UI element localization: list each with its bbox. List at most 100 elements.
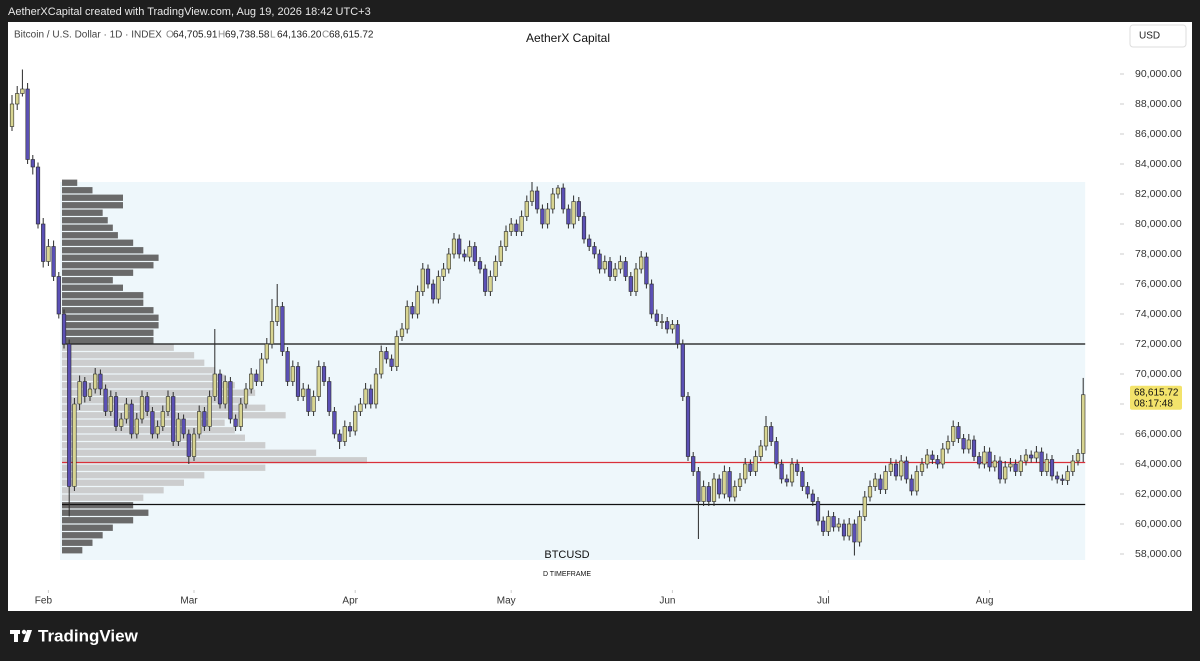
candle-body [1018,460,1023,472]
volume-profile-bar [62,224,113,231]
logo-shape [21,629,27,635]
candle-body [836,523,841,528]
candle-body [571,201,576,225]
candle-body [327,381,332,412]
candle-body [883,471,888,490]
price-tag [1130,385,1182,410]
candle-body [103,388,108,412]
candle-body [202,411,207,427]
candle-body [399,328,405,337]
volume-profile-bar [62,479,184,486]
candle-body [368,388,373,405]
annotation: BTCUSD [544,549,589,561]
candle-body [249,373,254,390]
candle-body [961,438,966,450]
volume-profile-bar [62,517,134,524]
ohlc-value: 68,615.72 [329,30,374,41]
candle-body [35,166,41,225]
candle-body [1075,453,1081,462]
volume-profile-bar [62,532,103,539]
volume-profile-bar [62,464,266,471]
y-tick-label: 88,000.00 [1135,98,1182,110]
candle-body [477,261,483,270]
range-box [60,182,1086,560]
ohlc-value: 69,738.58 [225,30,270,41]
y-tick-label: 60,000.00 [1135,518,1182,530]
candle-body [145,396,150,412]
candle-body [696,471,701,502]
candle-body [15,93,20,105]
candle-body [774,441,779,465]
volume-profile-bar [62,539,93,546]
y-tick-label: 76,000.00 [1135,278,1182,290]
candle-body [966,439,971,450]
candle-body [706,486,711,502]
candle-body [763,426,769,447]
y-tick-label: 84,000.00 [1135,158,1182,170]
candle-body [1081,394,1086,454]
candle-body [987,451,992,468]
candle-body [51,246,56,277]
candle-body [191,433,197,457]
volume-profile-bar [62,359,205,366]
volume-profile-bar [62,442,266,449]
candle-body [748,463,753,472]
candle-body [1039,451,1044,472]
candle-body [301,388,306,397]
volume-profile-bar [62,277,113,284]
candle-body [373,373,379,405]
currency[interactable]: USD [1139,31,1160,42]
candle-body [243,388,249,405]
volume-profile-bar [62,254,159,261]
volume-profile-bar [62,547,83,554]
candle-body [940,448,945,465]
candle-body [665,321,670,330]
candle-body [462,253,467,258]
candle-body [98,373,103,390]
candle-body [488,276,493,292]
candle-body [628,276,633,292]
candle-body [441,268,446,277]
candle-body [363,388,368,405]
plot-area [9,69,1086,560]
candle-body [602,261,607,270]
candle-body [264,343,269,360]
x-tick-label: Mar [180,596,198,607]
volume-profile-bar [62,239,134,246]
candle-body [316,366,321,397]
candle-body [701,486,706,502]
candle-body [405,306,410,330]
candle-body [1008,463,1013,468]
y-tick-label: 82,000.00 [1135,188,1182,200]
candle-body [358,403,363,412]
candle-body [139,396,145,420]
candle-body [852,523,857,543]
ohlc-key: O [166,30,174,41]
candle-body [259,358,264,382]
candle-body [795,463,800,472]
volume-profile-bar [62,247,144,254]
volume-profile-bar [62,344,174,351]
candle-body [711,478,717,502]
candle-body [311,396,316,412]
volume-profile-bar [62,494,144,501]
countdown: 08:17:48 [1134,398,1173,409]
candle-body [945,441,951,450]
candle-body [321,366,327,382]
candle-body [540,208,545,225]
candle-body [717,478,722,495]
candle-body [451,238,457,255]
y-tick-label: 66,000.00 [1135,428,1182,440]
x-tick-label: Jun [659,596,675,607]
candle-body [847,523,852,537]
candle-body [493,261,498,277]
volume-profile-bar [62,352,195,359]
candle-body [587,238,592,247]
volume-profile-bar [62,404,266,411]
candle-body [1070,460,1075,472]
currency-box[interactable] [1129,24,1187,48]
candle-body [743,463,748,480]
candle-body [659,321,665,323]
price-tag-label: 68,615.72 [1134,387,1179,398]
candle-body [150,411,155,435]
